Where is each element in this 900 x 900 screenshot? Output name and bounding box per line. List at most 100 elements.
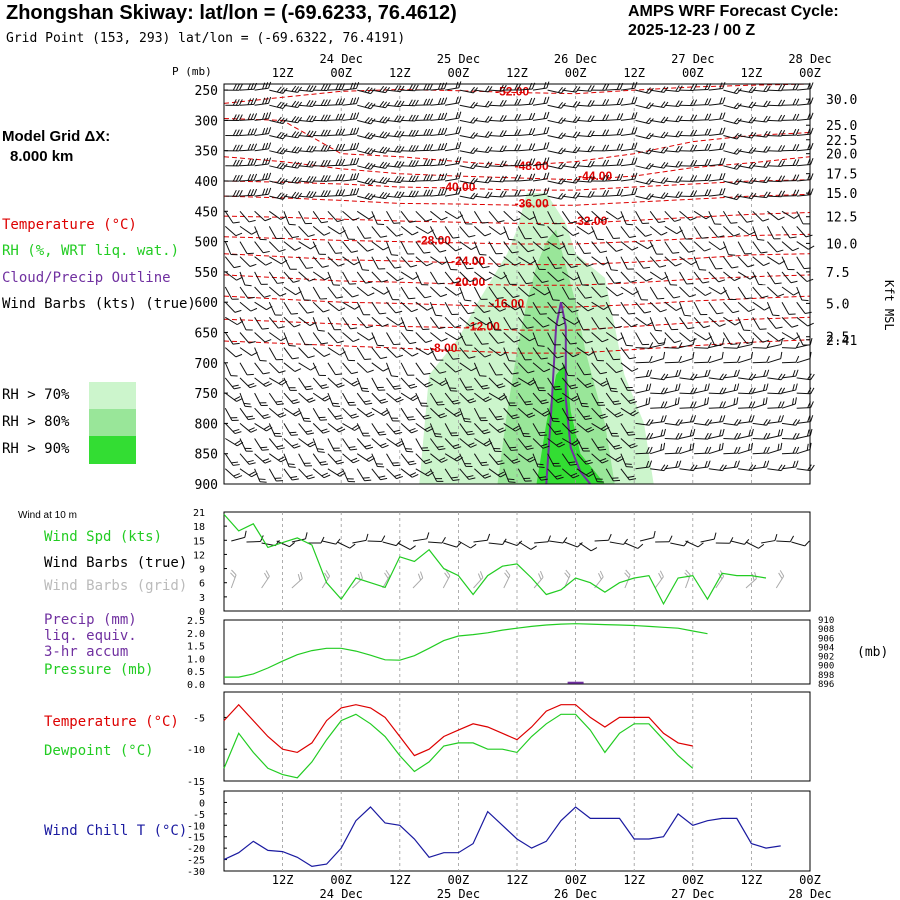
bottom-hour-label: 00Z: [448, 873, 470, 887]
wind-barb: [298, 175, 317, 183]
pressure-tick-label-right: 902: [818, 653, 834, 663]
wind-barb-feather: [288, 387, 296, 389]
legend-temperature: Temperature (°C): [2, 217, 137, 233]
wind-barb-shaft: [796, 392, 811, 395]
wind-barb-feather: [232, 174, 237, 182]
wind-barb-feather: [259, 360, 267, 362]
wind-barb-feather: [312, 100, 317, 107]
cycle-value: 2025-12-23 / 00 Z: [628, 22, 756, 39]
wind-barb-feather: [262, 458, 270, 462]
wind-barb: [313, 159, 331, 167]
wind-barb-feather: [249, 263, 257, 267]
top-hour-label: 00Z: [799, 66, 821, 80]
wind-barb-feather: [279, 414, 287, 418]
wind-barb-feather: [233, 396, 241, 401]
wind-barb: [254, 286, 271, 298]
wind-barb-shaft: [254, 87, 269, 91]
wind-barb-feather: [309, 85, 314, 92]
wind-barb-feather: [250, 189, 255, 196]
wind-barb-shaft: [224, 301, 236, 313]
wind-barb-feather: [320, 84, 325, 91]
wind-barb-feather: [276, 177, 282, 184]
bottom-hour-label: 12Z: [389, 873, 411, 887]
wind-barb-shaft: [781, 347, 797, 349]
wind-barb-shaft: [298, 211, 306, 224]
wind-barb-feather: [265, 383, 272, 387]
wind-barb: [298, 286, 311, 301]
wind-barb-shaft: [327, 241, 336, 254]
wind-barb: [327, 423, 346, 433]
wind-barb-shaft: [269, 135, 284, 140]
wind-barb: [239, 97, 258, 106]
wind-barb: [254, 112, 272, 121]
wind-barb-feather: [263, 416, 271, 420]
wind-barb-feather: [264, 460, 272, 464]
wind-barb-shaft: [269, 210, 281, 220]
wind-barb-shaft: [239, 468, 252, 478]
wind-barb-shaft: [283, 211, 290, 225]
wind-barb-feather: [291, 131, 297, 138]
wind-barb-feather: [326, 190, 331, 197]
wind-barb-feather: [265, 127, 269, 135]
wind-barb-feather: [810, 188, 814, 195]
wind-barb-feather: [323, 309, 330, 313]
top-date-label: 25 Dec: [437, 52, 480, 66]
wind-barb-feather: [232, 129, 237, 136]
wind-barb-feather: [309, 191, 314, 198]
wind-barb-feather: [335, 113, 340, 121]
wind-barb-feather: [268, 142, 272, 150]
wind-barb: [239, 271, 252, 287]
wind-barb-feather: [234, 440, 241, 445]
wind-barb-shaft: [752, 452, 767, 455]
wind-barb-shaft: [664, 452, 679, 455]
wind-barb-feather: [259, 238, 267, 241]
wind-barb-feather: [320, 144, 325, 152]
wind-barb-shaft: [283, 89, 298, 93]
wind-barb-shaft: [239, 301, 252, 312]
wind-barb-feather: [278, 370, 286, 374]
wind-barb: [327, 128, 346, 136]
wind-barb-shaft: [268, 347, 277, 361]
wind-barb: [224, 377, 241, 390]
wind-barb-shaft: [708, 407, 723, 409]
wind-barb-feather: [290, 268, 297, 270]
wind-barb-feather: [308, 278, 316, 282]
wind-barb-feather: [312, 146, 317, 153]
wind-barb-feather: [259, 402, 267, 404]
wind-barb-shaft: [254, 286, 265, 298]
wind-barb-shaft: [635, 347, 650, 349]
bottom-date-label: 28 Dec: [788, 887, 831, 900]
wind-barb-feather: [232, 99, 237, 106]
bottom-date-label: 24 Dec: [320, 887, 363, 900]
wind-barb-feather: [246, 329, 253, 331]
wind-barb: [313, 129, 331, 137]
wind-barb-feather: [288, 466, 296, 468]
wind-barb: [254, 453, 272, 464]
wind-barb-shaft: [254, 148, 269, 152]
wind-barb-feather: [234, 309, 242, 313]
wind-barb: [239, 128, 258, 136]
wind-barb: [283, 468, 299, 481]
temperature-contour-label: -24.00: [451, 254, 485, 268]
temperature-tick: -5: [193, 713, 205, 724]
wind-barb: [327, 174, 346, 182]
wind-barb: [254, 332, 272, 343]
pressure-tick-label: 600: [195, 296, 218, 311]
wind-barb: [283, 347, 299, 360]
wind-barb-shaft: [254, 102, 269, 106]
wind-barb-shaft: [283, 226, 293, 238]
wind-barb-feather: [337, 340, 344, 344]
top-date-label: 26 Dec: [554, 52, 597, 66]
wind-barb-shaft: [269, 256, 282, 265]
wind-barb-shaft: [283, 119, 298, 124]
wind-barb-feather: [248, 427, 255, 431]
legend-temp-line: Temperature (°C): [44, 714, 179, 730]
wind-barb-feather: [320, 190, 325, 197]
wind-speed-tick: 12: [193, 550, 205, 561]
wind-barb-feather: [292, 357, 299, 360]
wind-barb-shaft: [694, 164, 709, 167]
wind-speed-tick: 21: [193, 508, 205, 519]
wind-barb-feather: [323, 430, 330, 434]
wind-barb: [254, 142, 272, 152]
